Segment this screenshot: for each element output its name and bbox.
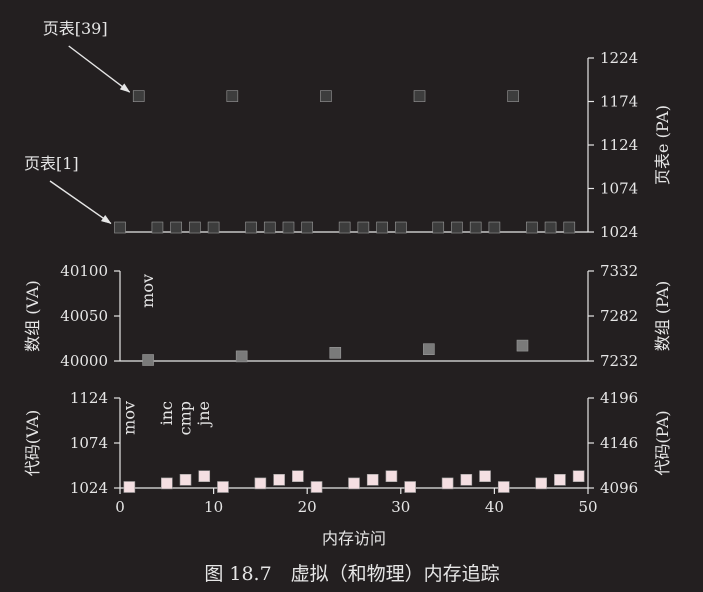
right-y-tick-label: 4196 [600,389,638,407]
annotation-label: 页表[39] [43,19,108,38]
right-y-tick-label: 4146 [600,434,638,452]
instruction-label: jne [194,401,213,428]
page-table-point [394,221,407,234]
left-y-tick-label: 1024 [70,479,108,497]
code-point [404,481,416,493]
array-point [235,350,248,363]
left-y-tick-label: 1124 [70,389,108,407]
code-point [179,473,192,486]
x-tick-label: 40 [485,498,504,516]
page-table-point [263,221,276,234]
x-tick-label: 10 [204,498,223,516]
page-table-point [338,221,351,234]
annotation-arrow-line [68,45,131,93]
code-point [479,470,491,483]
code-point [123,481,136,493]
page-table-point [207,221,220,234]
right-y-axis-title-panel-3: 代码(PA) [653,410,672,475]
code-point [254,477,267,490]
page-table-point [432,221,445,234]
code-point [554,473,566,486]
code-point [198,470,211,483]
code-point [572,470,585,483]
left-y-tick-label: 40100 [60,262,108,280]
page-table-point [320,90,332,102]
annotation-arrowhead [119,83,131,93]
left-y-tick-label: 40050 [60,307,108,325]
annotation-label: 页表[1] [24,154,79,173]
code-point [310,481,323,493]
code-point [273,473,285,486]
page-table-point [170,221,182,234]
right-y-tick-label: 7232 [600,352,638,370]
right-y-tick-label: 1124 [600,136,638,154]
page-table-point [132,90,145,102]
array-point [329,346,342,359]
page-table-point [114,221,126,234]
code-point [535,477,548,490]
code-point [385,470,398,483]
right-y-tick-label: 1024 [600,223,638,241]
page-table-point [451,221,463,234]
page-table-point [469,221,482,234]
page-table-point [189,221,201,234]
x-tick-label: 20 [298,498,317,516]
x-axis-label: 内存访问 [322,529,386,548]
page-table-point [526,221,538,234]
page-table-point [507,90,519,102]
page-table-point [563,221,576,234]
page-table-point [376,221,388,234]
annotation-arrowhead [100,214,112,224]
left-y-tick-label: 40000 [60,352,108,370]
right-y-tick-label: 1074 [600,180,638,198]
instruction-label: mov [138,274,157,308]
annotation-arrow-line [49,180,112,225]
code-point [460,473,473,486]
page-table-point [245,221,257,234]
figure-caption: 图 18.7 虚拟（和物理）内存追踪 [204,563,499,585]
left-y-axis-title-panel-3: 代码(VA) [23,410,42,477]
left-y-axis-title-panel-2: 数组 (VA) [23,280,42,352]
x-tick-label: 50 [578,498,597,516]
code-point [161,477,173,490]
instruction-label: cmp [176,401,195,435]
right-y-axis-title-panel-2: 数组 (PA) [653,281,672,351]
page-table-point [282,221,295,234]
x-tick-label: 0 [115,498,125,516]
code-point [348,477,360,490]
instruction-label: inc [157,401,176,425]
right-y-tick-label: 4096 [600,479,638,497]
right-y-tick-label: 7282 [600,307,638,325]
array-point [516,339,529,352]
page-table-point [301,221,314,234]
right-y-axis-title-panel-1: 页表e (PA) [653,105,672,185]
code-point [366,473,379,486]
page-table-point [488,221,501,234]
right-y-tick-label: 7332 [600,262,638,280]
array-point [423,343,435,356]
right-y-tick-label: 1224 [600,49,638,67]
page-table-point [544,221,557,234]
page-table-point [226,90,239,102]
x-tick-label: 30 [391,498,410,516]
array-point [142,354,154,366]
right-y-tick-label: 1174 [600,93,638,111]
left-y-tick-label: 1074 [70,434,108,452]
page-table-point [151,221,164,234]
page-table-point [413,90,426,102]
instruction-label: mov [119,401,138,435]
code-point [217,481,229,493]
page-table-point [357,221,370,234]
code-point [497,481,510,493]
code-point [292,470,304,483]
code-point [441,477,454,490]
